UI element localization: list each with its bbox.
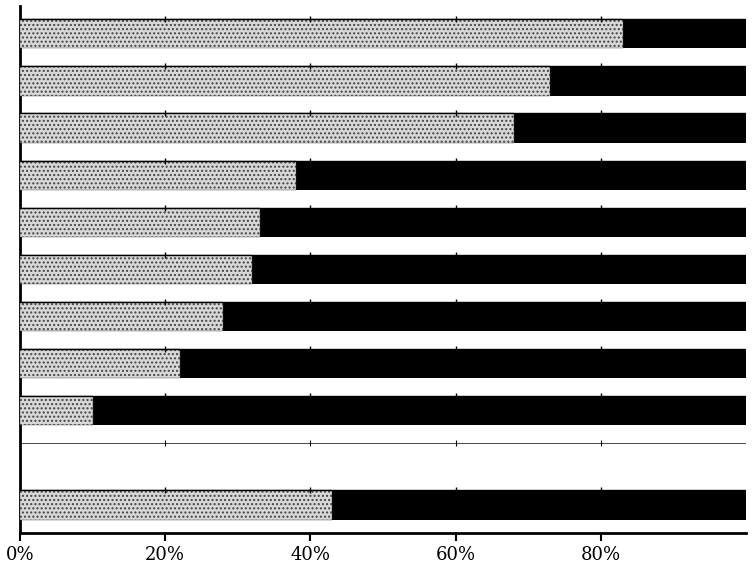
Bar [20, 113, 514, 142]
Bar [20, 19, 747, 48]
Bar [20, 161, 747, 190]
Bar [20, 66, 550, 96]
Bar [20, 396, 747, 425]
Bar [20, 490, 747, 520]
Bar [20, 349, 180, 378]
Bar [20, 19, 623, 48]
Bar [20, 113, 747, 142]
Bar [20, 255, 253, 284]
Bar [20, 161, 296, 190]
Bar [20, 302, 747, 331]
Bar [20, 349, 747, 378]
Bar [20, 490, 332, 520]
Bar [20, 66, 747, 96]
Bar [20, 207, 259, 237]
Bar [20, 255, 747, 284]
Bar [20, 207, 747, 237]
Bar [20, 302, 223, 331]
Bar [20, 396, 92, 425]
